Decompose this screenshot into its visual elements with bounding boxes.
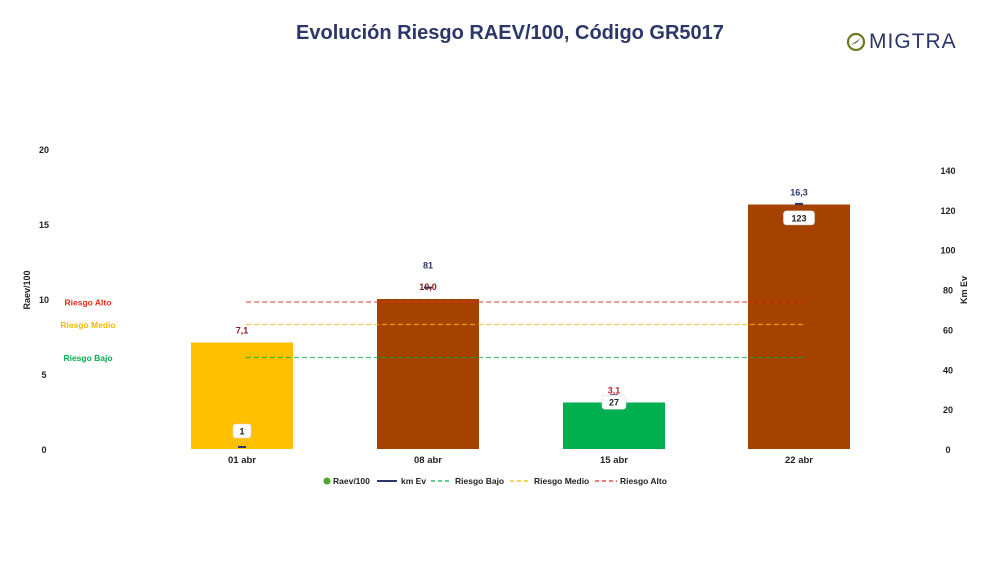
y-tick-label: 0 (41, 445, 46, 455)
legend-label: Raev/100 (333, 476, 370, 486)
threshold-label: Riesgo Bajo (63, 353, 112, 363)
km-data-label-box (601, 394, 627, 410)
y2-tick-label: 140 (940, 166, 955, 176)
legend-label: Riesgo Bajo (455, 476, 504, 486)
threshold-label: Riesgo Alto (65, 298, 112, 308)
km-data-label-box (232, 423, 252, 439)
y2-axis-title: Km Ev (959, 276, 969, 304)
y2-tick-label: 60 (943, 325, 953, 335)
legend-label: km Ev (401, 476, 426, 486)
threshold-label: Riesgo Medio (60, 320, 115, 330)
x-tick-label: 15 abr (600, 455, 628, 466)
km-data-label: 123 (791, 213, 806, 223)
company-logo: MIGTRA (846, 30, 957, 54)
y-axis-title: Raev/100 (22, 270, 32, 309)
compass-logo-icon (846, 32, 866, 52)
x-tick-label: 22 abr (785, 455, 813, 466)
km-data-label: 27 (609, 398, 619, 408)
legend-raev-marker (323, 477, 331, 485)
logo-text: MIGTRA (869, 30, 957, 53)
km-data-label-box (783, 210, 815, 226)
x-tick-label: 01 abr (228, 455, 256, 466)
raev-data-label: 16,3 (790, 188, 808, 198)
y2-tick-label: 0 (945, 445, 950, 455)
y2-tick-label: 20 (943, 405, 953, 415)
bar-raev (377, 299, 479, 449)
chart-title: Evolución Riesgo RAEV/100, Código GR5017 (296, 22, 724, 44)
km-data-label: 81 (423, 261, 433, 271)
raev-data-label: 10,0 (419, 282, 437, 292)
legend-label: Riesgo Medio (534, 476, 589, 486)
y2-tick-label: 100 (940, 246, 955, 256)
bar-raev (748, 204, 850, 449)
km-data-label: 1 (239, 427, 244, 437)
y2-tick-label: 80 (943, 286, 953, 296)
raev-data-label: 3,1 (608, 386, 621, 396)
legend-label: Riesgo Alto (620, 476, 667, 486)
y-tick-label: 5 (41, 370, 46, 380)
raev-data-label: 7,1 (236, 326, 249, 336)
y-tick-label: 20 (39, 145, 49, 155)
y-tick-label: 10 (39, 295, 49, 305)
y-tick-label: 15 (39, 220, 49, 230)
bar-raev (563, 402, 665, 449)
y2-tick-label: 40 (943, 365, 953, 375)
y2-tick-label: 120 (940, 206, 955, 216)
x-tick-label: 08 abr (414, 455, 442, 466)
